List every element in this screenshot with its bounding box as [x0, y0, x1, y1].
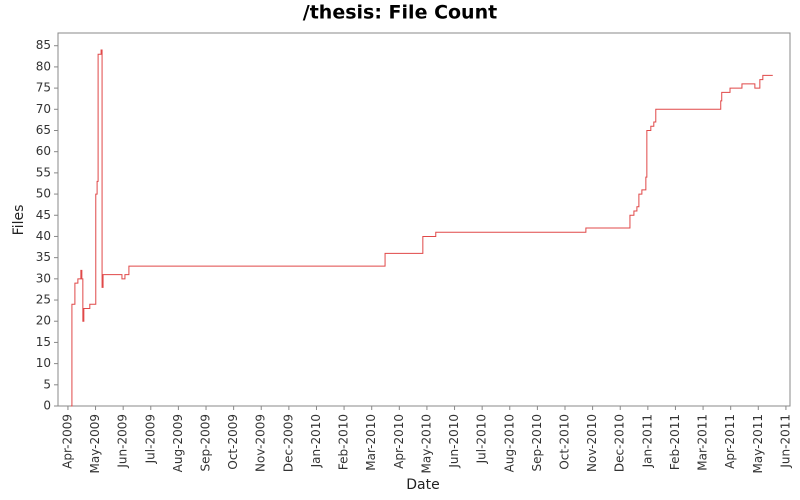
- y-tick-label: 55: [36, 165, 51, 179]
- x-axis-title: Date: [406, 477, 439, 493]
- y-tick-label: 65: [36, 123, 51, 137]
- x-tick-label: Dec-2009: [281, 414, 295, 472]
- x-tick-label: Nov-2009: [254, 414, 268, 472]
- x-tick-label: May-2010: [419, 414, 433, 473]
- y-tick-label: 85: [36, 38, 51, 52]
- y-tick-label: 35: [36, 250, 51, 264]
- x-tick-label: Aug-2010: [502, 414, 516, 472]
- x-tick-label: Sep-2009: [199, 414, 213, 472]
- x-tick-label: Feb-2010: [337, 414, 351, 470]
- x-tick-label: May-2009: [88, 414, 102, 473]
- x-tick-label: Jun-2009: [116, 414, 130, 469]
- x-tick-label: Jun-2011: [778, 414, 792, 469]
- x-tick-label: Dec-2010: [613, 414, 627, 472]
- x-tick-label: Aug-2009: [171, 414, 185, 472]
- x-tick-label: Oct-2010: [557, 414, 571, 470]
- y-tick-label: 15: [36, 335, 51, 349]
- y-tick-label: 80: [36, 59, 51, 73]
- x-tick-label: Apr-2011: [723, 414, 737, 469]
- x-tick-label: Mar-2010: [364, 414, 378, 471]
- x-tick-label: Nov-2010: [585, 414, 599, 472]
- x-tick-label: Jan-2011: [640, 414, 654, 468]
- y-tick-label: 75: [36, 81, 51, 95]
- y-tick-label: 10: [36, 356, 51, 370]
- x-tick-label: Apr-2010: [392, 414, 406, 469]
- x-tick-label: Oct-2009: [226, 414, 240, 470]
- y-tick-label: 70: [36, 102, 51, 116]
- data-line: [70, 49, 773, 407]
- x-tick-label: Jan-2010: [309, 414, 323, 468]
- y-axis-title: Files: [11, 205, 27, 236]
- y-tick-label: 45: [36, 208, 51, 222]
- plot-area: [57, 32, 791, 407]
- x-tick-label: May-2011: [751, 414, 765, 473]
- y-tick-label: 50: [36, 187, 51, 201]
- x-tick-label: Mar-2011: [696, 414, 710, 471]
- y-tick-label: 20: [36, 314, 51, 328]
- x-tick-label: Apr-2009: [60, 414, 74, 469]
- y-tick-label: 60: [36, 144, 51, 158]
- y-tick-label: 5: [43, 377, 51, 391]
- x-tick-label: Feb-2011: [668, 414, 682, 470]
- x-tick-label: Sep-2010: [530, 414, 544, 472]
- x-tick-label: Jul-2009: [143, 414, 157, 464]
- x-tick-label: Jun-2010: [447, 414, 461, 469]
- chart-title: /thesis: File Count: [303, 2, 497, 24]
- y-tick-label: 25: [36, 293, 51, 307]
- y-tick-label: 40: [36, 229, 51, 243]
- y-tick-label: 30: [36, 271, 51, 285]
- x-tick-label: Jul-2010: [475, 414, 489, 464]
- y-tick-label: 0: [43, 399, 51, 413]
